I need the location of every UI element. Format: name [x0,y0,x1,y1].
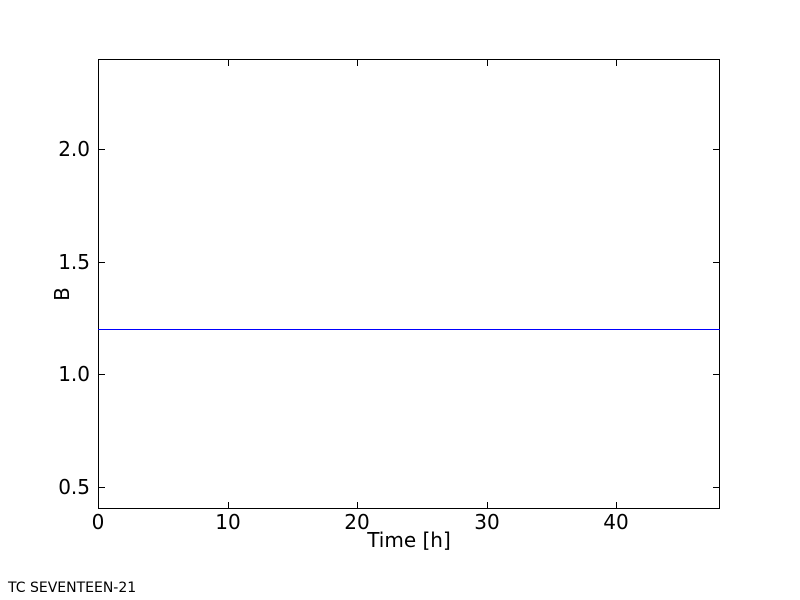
x-axis-label: Time [h] [367,528,451,552]
y-tick-label: 0.5 [58,475,90,499]
x-tick-label: 0 [91,510,105,534]
plot-canvas [98,329,720,330]
x-tick-mark [616,502,617,508]
y-tick-mark-right [713,149,719,150]
y-tick-mark [99,149,105,150]
x-tick-mark-top [228,60,229,66]
x-tick-mark-top [487,60,488,66]
y-tick-label: 2.0 [58,137,90,161]
x-tick-mark [487,502,488,508]
x-tick-mark-top [357,60,358,66]
y-tick-label: 1.5 [58,250,90,274]
plot-area [98,59,720,509]
y-tick-mark [99,374,105,375]
x-tick-mark [228,502,229,508]
footer-line-storm-name: TC SEVENTEEN-21 [8,579,137,596]
x-tick-label: 20 [344,510,370,534]
y-axis-label: B [50,287,74,301]
x-tick-label: 10 [215,510,241,534]
x-tick-mark-top [616,60,617,66]
y-tick-label: 1.0 [58,362,90,386]
y-tick-mark [99,262,105,263]
y-tick-mark-right [713,262,719,263]
x-tick-mark [357,502,358,508]
y-tick-mark-right [713,374,719,375]
y-tick-mark-right [713,487,719,488]
x-tick-label: 40 [603,510,629,534]
x-tick-mark [98,502,99,508]
x-tick-label: 30 [474,510,500,534]
footer-annotation: TC SEVENTEEN-21 Holland's Parameter (B) … [8,556,274,600]
x-tick-mark-top [98,60,99,66]
y-tick-mark [99,487,105,488]
